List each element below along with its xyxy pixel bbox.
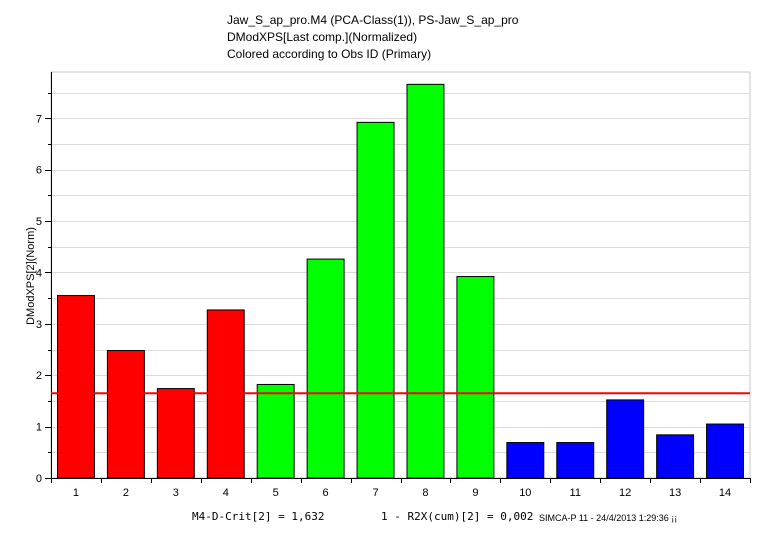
x-tick-label: 9 [472,487,478,499]
y-tick-label: 1 [36,422,42,434]
x-tick-label: 5 [273,487,279,499]
crit-value-text: M4-D-Crit[2] = 1,632 [192,510,325,523]
bar-2 [106,350,145,479]
y-tick-label: 0 [36,473,42,485]
software-stamp: SIMCA-P 11 - 24/4/2013 1:29:36 ¡¡ [539,513,678,523]
x-tick-label: 8 [422,487,428,499]
x-tick-label: 11 [570,487,581,499]
y-tick-label: 5 [36,216,42,228]
x-tick-label: 1 [73,487,79,499]
chart-title-line3: Colored according to Obs ID (Primary) [227,47,432,61]
y-axis-label: DModXPS[2](Norm) [25,227,37,325]
bar-12 [606,399,645,479]
x-tick-label: 7 [372,487,378,499]
x-tick-label: 14 [719,487,731,499]
y-tick-label: 2 [36,370,42,382]
chart-title-line1: Jaw_S_ap_pro.M4 (PCA-Class(1)), PS-Jaw_S… [227,13,519,27]
x-tick-label: 13 [669,487,681,499]
y-tick-label: 4 [36,267,42,279]
r2x-value-text: 1 - R2X(cum)[2] = 0,002 [381,510,534,523]
x-tick-label: 10 [519,487,531,499]
x-tick-label: 4 [223,487,229,499]
chart-title-line2: DModXPS[Last comp.](Normalized) [227,30,418,44]
x-tick-label: 2 [123,487,129,499]
x-tick-label: 6 [323,487,329,499]
y-tick-label: 3 [36,319,42,331]
plot-frame [50,71,751,479]
bar-5 [256,383,295,479]
bar-13 [656,434,695,479]
x-tick-label: 3 [173,487,179,499]
bar-8 [406,83,445,479]
bar-9 [456,276,495,479]
bar-3 [156,388,195,479]
bar-6 [306,258,345,479]
bar-11 [556,442,595,479]
bar-7 [356,121,395,479]
y-tick-label: 6 [36,165,42,177]
x-tick-label: 12 [619,487,631,499]
bar-10 [506,442,545,479]
bar-1 [56,295,95,479]
bar-14 [706,423,745,479]
y-tick-label: 7 [36,113,42,125]
